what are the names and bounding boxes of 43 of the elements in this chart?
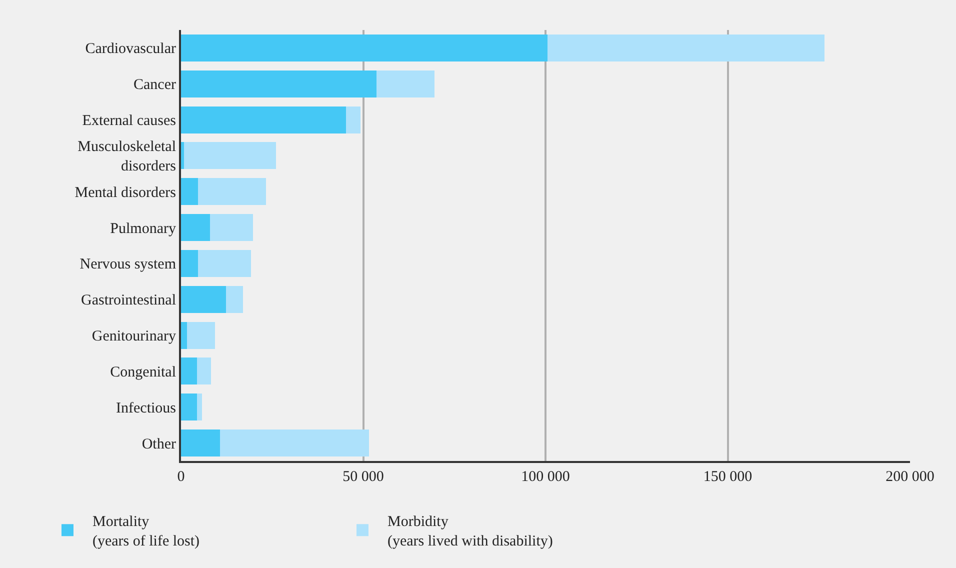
y-tick-label: Other — [142, 436, 176, 452]
bar — [197, 394, 202, 421]
bar — [226, 286, 243, 313]
legend-label: Morbidity (years lived with disability) — [387, 514, 553, 550]
bar — [210, 214, 254, 242]
y-tick-label: Infectious — [116, 400, 176, 416]
y-tick-label: Musculoskeletal disorders — [78, 139, 176, 175]
y-tick-label: Mental disorders — [74, 184, 176, 201]
bar — [181, 394, 198, 421]
x-tick-label: 100 000 — [521, 469, 570, 485]
bar — [181, 70, 376, 98]
bar — [181, 142, 184, 170]
bar — [547, 34, 825, 62]
bar — [184, 142, 276, 170]
x-tick-label: 200 000 — [886, 469, 934, 485]
bar — [198, 250, 251, 277]
y-tick-label: Nervous system — [80, 256, 176, 273]
x-tick-label: 0 — [177, 469, 185, 485]
y-tick-label: Congenital — [110, 364, 176, 380]
bar — [181, 214, 210, 242]
y-tick-label: Cancer — [134, 77, 176, 94]
y-tick-label: External causes — [82, 113, 176, 130]
y-tick-label: Gastrointestinal — [81, 292, 176, 309]
bar — [346, 106, 360, 134]
bar — [181, 430, 220, 457]
bar — [181, 250, 198, 277]
bar — [181, 106, 346, 134]
legend-label: Mortality (years of life lost) — [92, 514, 200, 550]
bar — [181, 322, 187, 349]
bar — [186, 322, 215, 349]
bar — [220, 430, 370, 457]
bar — [181, 358, 198, 385]
y-tick-label: Cardiovascular — [85, 41, 176, 58]
y-tick-label: Pulmonary — [110, 220, 176, 237]
x-tick-label: 50 000 — [342, 469, 384, 485]
y-tick-label: Genitourinary — [92, 328, 176, 345]
bar — [198, 178, 266, 206]
bar — [181, 178, 198, 206]
bar — [197, 358, 211, 385]
bar — [181, 286, 226, 313]
bar — [181, 34, 548, 62]
bar — [376, 70, 434, 98]
x-tick-label: 150 000 — [703, 469, 752, 485]
